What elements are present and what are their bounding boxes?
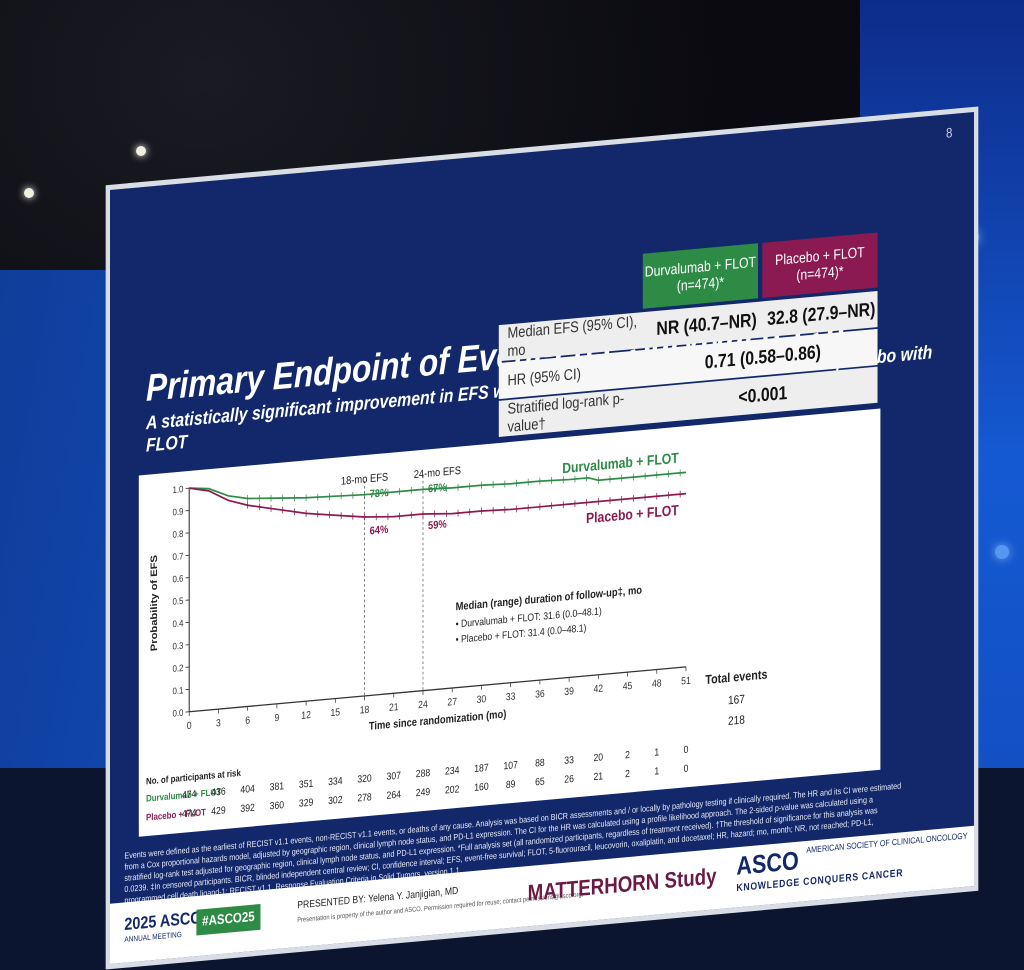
at-risk-value: 187 (474, 762, 488, 775)
y-tick-label: 0.8 (172, 528, 183, 540)
x-tick-label: 12 (301, 709, 311, 722)
at-risk-value: 234 (445, 765, 460, 778)
at-risk-value: 107 (503, 759, 517, 772)
presenter-name: Yelena Y. Janjigian, MD (368, 884, 458, 904)
y-tick-label: 0.9 (172, 506, 183, 518)
x-tick-label: 21 (389, 701, 399, 714)
x-tick-label: 18 (360, 704, 370, 717)
presenter-prefix: PRESENTED BY: (297, 893, 366, 911)
x-tick-label: 15 (331, 707, 341, 720)
at-risk-value: 351 (299, 778, 313, 791)
at-risk-row-label: Placebo + FLOT (146, 806, 207, 822)
efs24-label: 24-mo EFS (414, 465, 461, 481)
decor-dot (995, 545, 1009, 559)
series-label: Placebo + FLOT (586, 502, 679, 527)
at-risk-value: 160 (474, 781, 488, 794)
slide: 8 Primary Endpoint of Event-Free Surviva… (110, 112, 974, 964)
at-risk-value: 474 (182, 788, 197, 801)
efs18-label: 18-mo EFS (341, 472, 388, 488)
at-risk-value: 1 (654, 747, 659, 759)
efs18-placebo-value: 64% (370, 524, 389, 538)
y-axis-label: Probability of EFS (150, 554, 160, 651)
x-tick-label: 6 (245, 715, 250, 727)
slide-page-number: 8 (946, 126, 952, 142)
x-tick-label: 33 (506, 691, 516, 704)
at-risk-value: 20 (594, 752, 604, 765)
at-risk-value: 360 (270, 799, 284, 812)
table-cell-durvalumab: NR (40.7–NR) (648, 308, 765, 341)
x-tick-label: 24 (418, 699, 428, 712)
table-cell-placebo: 32.8 (27.9–NR) (765, 298, 878, 331)
y-tick-label: 0.4 (172, 618, 183, 630)
at-risk-value: 2 (625, 768, 630, 780)
ceiling-light (24, 188, 34, 198)
at-risk-value: 65 (535, 776, 545, 789)
total-events-value: 167 (728, 693, 745, 708)
at-risk-value: 329 (299, 797, 313, 810)
median-followup-title: Median (range) duration of follow-up‡, m… (456, 585, 642, 614)
at-risk-value: 436 (211, 786, 225, 799)
at-risk-value: 21 (594, 771, 604, 784)
y-tick-label: 0.1 (172, 685, 183, 697)
y-tick-label: 0.5 (172, 595, 183, 607)
total-events-title: Total events (705, 667, 768, 688)
x-tick-label: 45 (623, 680, 633, 693)
at-risk-value: 202 (445, 784, 459, 797)
at-risk-value: 33 (564, 754, 574, 767)
projection-screen: 8 Primary Endpoint of Event-Free Surviva… (100, 0, 900, 768)
at-risk-value: 288 (416, 767, 430, 780)
at-risk-value: 1 (654, 766, 659, 778)
at-risk-value: 429 (211, 805, 225, 818)
asco-meeting-logo: 2025 ASCO ANNUAL MEETING (124, 908, 201, 943)
at-risk-value: 307 (387, 770, 401, 783)
at-risk-value: 2 (625, 749, 630, 761)
x-tick-label: 51 (681, 675, 691, 688)
x-tick-label: 42 (594, 683, 604, 696)
study-name: MATTERHORN Study (528, 863, 717, 907)
at-risk-value: 404 (240, 783, 255, 796)
at-risk-value: 26 (564, 773, 574, 786)
table-header-durvalumab: Durvalumab + FLOT (n=474)* (643, 243, 758, 308)
at-risk-value: 474 (182, 807, 197, 820)
at-risk-value: 264 (387, 789, 402, 802)
table-row-label: HR (95% CI) (499, 359, 648, 391)
efs18-durva-value: 73% (370, 487, 389, 501)
x-axis (189, 667, 686, 712)
x-tick-label: 0 (187, 720, 192, 732)
at-risk-value: 302 (328, 794, 342, 807)
at-risk-value: 249 (416, 786, 430, 799)
x-tick-label: 9 (274, 712, 279, 724)
y-tick-label: 1.0 (172, 483, 183, 495)
at-risk-value: 334 (328, 775, 343, 788)
x-tick-label: 48 (652, 678, 662, 691)
y-tick-label: 0.2 (172, 662, 183, 674)
total-events-value: 218 (728, 714, 745, 729)
y-tick-label: 0.0 (172, 707, 183, 719)
hashtag-badge: #ASCO25 (196, 904, 260, 936)
x-tick-label: 39 (564, 686, 574, 699)
at-risk-value: 0 (684, 763, 689, 775)
asco-logo-text: ASCO (736, 847, 798, 881)
y-tick-label: 0.3 (172, 640, 183, 652)
at-risk-value: 278 (357, 792, 371, 805)
series-label: Durvalumab + FLOT (562, 450, 679, 477)
at-risk-value: 392 (240, 802, 254, 815)
x-tick-label: 3 (216, 717, 221, 729)
y-tick-label: 0.7 (172, 551, 183, 563)
at-risk-value: 381 (270, 781, 284, 794)
y-tick-label: 0.6 (172, 573, 183, 585)
table-header-placebo: Placebo + FLOT (n=474)* (762, 233, 877, 298)
x-tick-label: 36 (535, 688, 545, 701)
at-risk-value: 320 (357, 773, 371, 786)
at-risk-value: 89 (506, 779, 516, 792)
x-tick-label: 30 (477, 693, 487, 706)
x-tick-label: 27 (447, 696, 457, 709)
at-risk-value: 0 (684, 744, 689, 756)
efs24-placebo-value: 59% (428, 519, 447, 533)
at-risk-title: No. of participants at risk (146, 767, 241, 786)
efs24-durva-value: 67% (428, 482, 447, 496)
